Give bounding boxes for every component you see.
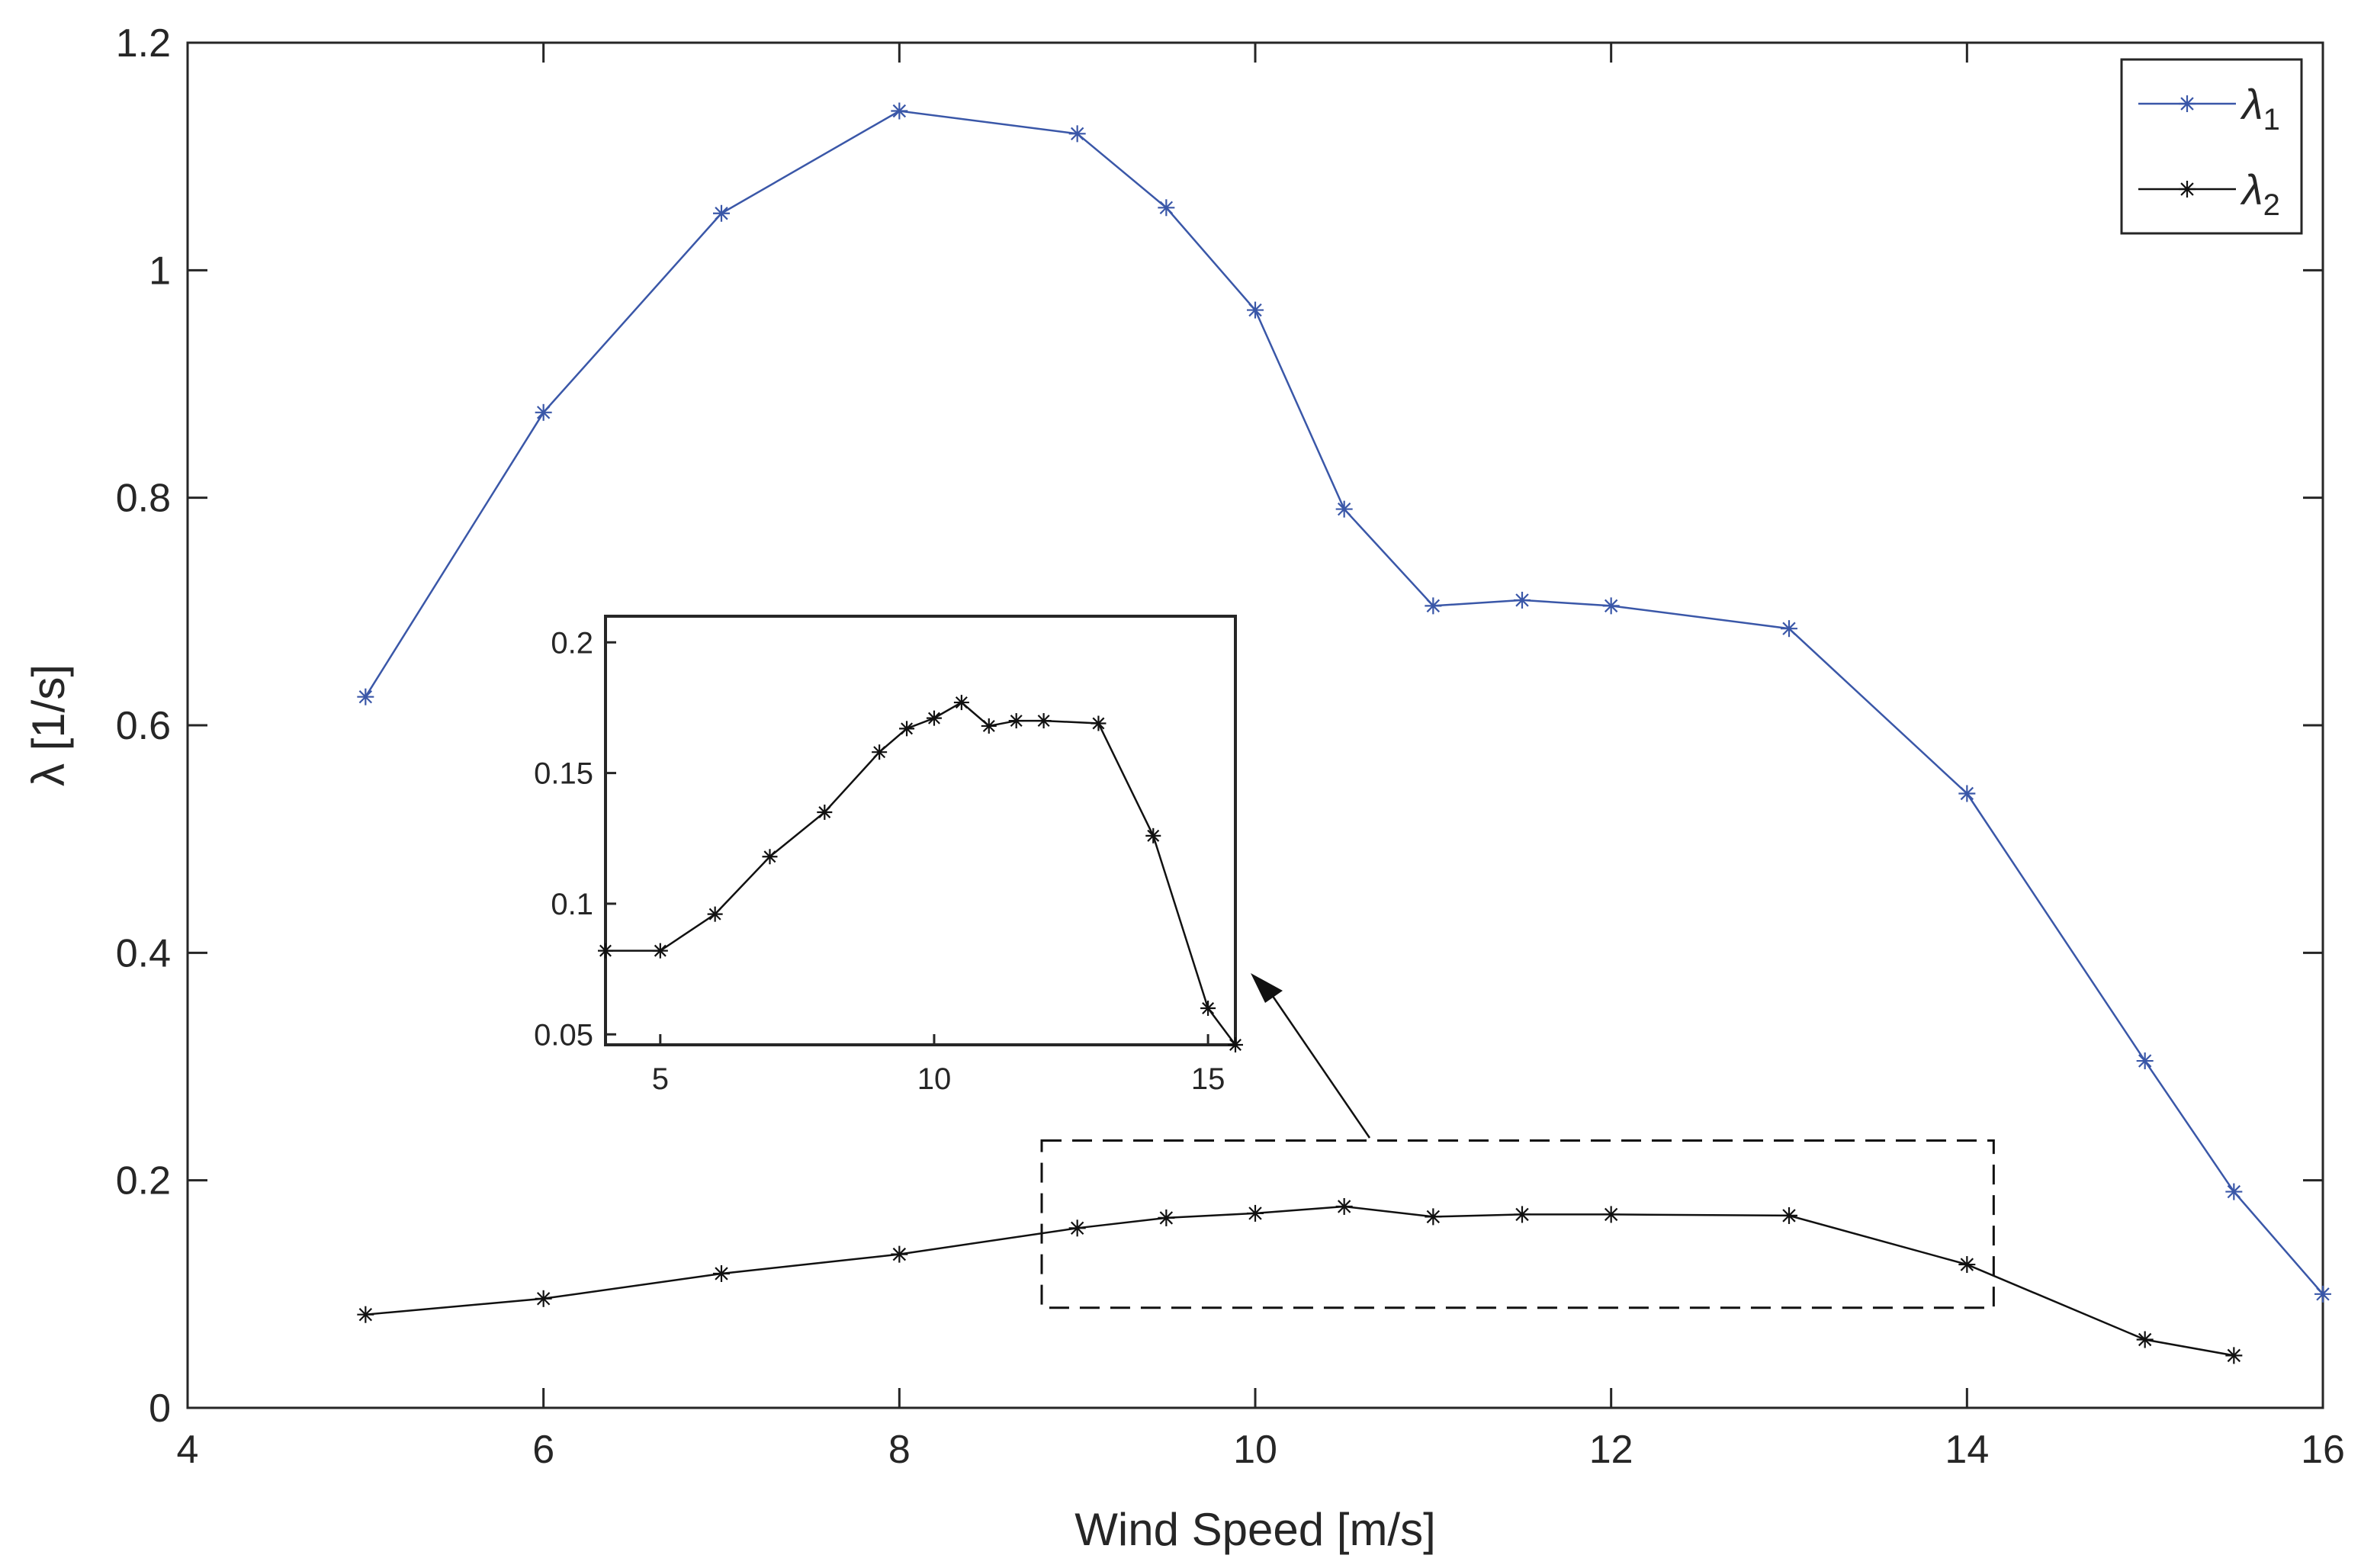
x-tick-label: 6 <box>532 1428 554 1472</box>
inset-plot-frame <box>604 615 1237 1046</box>
main-plot-frame <box>186 41 2324 1409</box>
inset-data-point-lambda2 <box>953 695 969 711</box>
legend-entry-lambda1: λ1 <box>2138 80 2280 137</box>
data-point-lambda1 <box>891 102 908 120</box>
data-point-lambda1 <box>1514 591 1531 609</box>
data-point-lambda2 <box>1158 1209 1175 1226</box>
inset-data-point-lambda2 <box>598 943 613 959</box>
data-point-lambda2 <box>1781 1207 1797 1224</box>
zoom-region <box>1040 1139 1995 1309</box>
y-tick-label: 0.6 <box>116 704 171 748</box>
inset-y-tick-label: 0.05 <box>534 1018 593 1052</box>
legend: λ1 λ2 <box>2120 58 2303 235</box>
inset-x-tick-label: 15 <box>1191 1062 1225 1096</box>
zoom-arrow-head <box>1251 973 1283 1003</box>
legend-entry-lambda2: λ2 <box>2138 165 2280 222</box>
data-point-lambda2 <box>1958 1256 1976 1274</box>
zoom-arrow <box>1251 973 1371 1139</box>
data-point-lambda2 <box>2225 1347 2243 1364</box>
data-point-lambda2 <box>1514 1206 1531 1223</box>
data-point-lambda2 <box>1068 1219 1086 1237</box>
y-tick-label: 0.2 <box>116 1159 171 1203</box>
inset-data-point-lambda2 <box>652 943 668 959</box>
inset-data-point-lambda2 <box>1145 827 1161 843</box>
data-point-lambda1 <box>2136 1052 2154 1070</box>
y-tick-label: 0.8 <box>116 477 171 521</box>
x-tick-label: 4 <box>177 1428 199 1472</box>
data-point-lambda2 <box>1602 1206 1620 1223</box>
inset-data-point-lambda2 <box>899 721 915 737</box>
inset-data-point-lambda2 <box>817 805 833 821</box>
data-point-lambda2 <box>1247 1204 1264 1222</box>
zoom-arrow-line <box>1266 988 1371 1139</box>
x-axis-label: Wind Speed [m/s] <box>1074 1504 1436 1555</box>
y-tick-label: 0.4 <box>116 931 171 975</box>
series-line-lambda2 <box>365 1205 2234 1357</box>
data-point-lambda1 <box>2314 1285 2331 1303</box>
inset-data-point-lambda2 <box>926 710 942 726</box>
inset-data-point-lambda2 <box>762 849 778 865</box>
inset-data-point-lambda2 <box>872 744 888 760</box>
x-tick-label: 8 <box>888 1428 911 1472</box>
y-tick-label: 1.2 <box>116 21 171 66</box>
legend-marker-lambda1 <box>2179 95 2196 112</box>
legend-marker-lambda2 <box>2179 181 2196 198</box>
data-point-lambda1 <box>1602 597 1620 615</box>
inset-data-point-lambda2 <box>1008 713 1024 729</box>
series-line-lambda1 <box>365 110 2324 1295</box>
inset-data-point-lambda2 <box>1228 1037 1243 1052</box>
data-point-lambda1 <box>1068 125 1086 143</box>
x-tick-label: 16 <box>2301 1428 2345 1472</box>
data-point-lambda2 <box>1425 1208 1442 1226</box>
inset-series-group <box>598 695 1243 1052</box>
data-point-lambda1 <box>1247 301 1264 319</box>
inset-x-tick-label: 10 <box>917 1062 952 1096</box>
inset-x-tick-label: 5 <box>652 1062 669 1096</box>
data-point-lambda1 <box>713 204 730 222</box>
inset-y-tick-label: 0.15 <box>534 757 593 791</box>
legend-label-lambda2: λ2 <box>2240 165 2280 222</box>
data-point-lambda1 <box>357 688 374 705</box>
inset-data-point-lambda2 <box>1200 1001 1216 1017</box>
data-point-lambda2 <box>357 1306 374 1323</box>
data-point-lambda1 <box>535 403 552 421</box>
inset-data-point-lambda2 <box>707 906 723 922</box>
data-point-lambda1 <box>1958 785 1976 802</box>
data-point-lambda1 <box>1781 620 1797 638</box>
inset-axis-ticks: 5 10 15 0.05 0.1 0.15 0.2 <box>534 626 1225 1096</box>
inset-y-tick-label: 0.1 <box>551 888 593 921</box>
x-tick-label: 12 <box>1589 1428 1633 1472</box>
data-point-lambda1 <box>1425 597 1442 615</box>
y-axis-label: λ [1/s] <box>23 664 74 786</box>
x-tick-label: 10 <box>1233 1428 1277 1472</box>
main-axis-ticks: 4 6 8 10 12 14 16 0 0.2 0.4 0.6 0.8 1 1.2 <box>116 21 2345 1472</box>
inset-data-point-lambda2 <box>981 718 997 734</box>
main-series-group <box>357 102 2331 1364</box>
legend-label-lambda1: λ1 <box>2240 80 2280 137</box>
data-point-lambda1 <box>1335 500 1353 518</box>
y-tick-label: 1 <box>149 249 171 293</box>
data-point-lambda2 <box>535 1290 552 1307</box>
y-tick-label: 0 <box>149 1386 171 1431</box>
inset-data-point-lambda2 <box>1036 713 1052 729</box>
data-point-lambda2 <box>713 1264 730 1282</box>
inset-series-line-lambda2 <box>606 701 1237 1046</box>
inset-data-point-lambda2 <box>1091 715 1107 731</box>
legend-asterisk <box>2179 95 2196 112</box>
data-point-lambda2 <box>1335 1197 1353 1215</box>
legend-asterisk <box>2179 181 2196 198</box>
legend-box <box>2120 58 2303 235</box>
data-point-lambda2 <box>891 1245 908 1263</box>
data-point-lambda1 <box>2225 1183 2243 1200</box>
inset-y-tick-label: 0.2 <box>551 626 593 660</box>
zoom-box <box>1040 1139 1995 1309</box>
data-point-lambda1 <box>1158 199 1175 217</box>
data-point-lambda2 <box>2136 1331 2154 1348</box>
x-tick-label: 14 <box>1945 1428 1989 1472</box>
